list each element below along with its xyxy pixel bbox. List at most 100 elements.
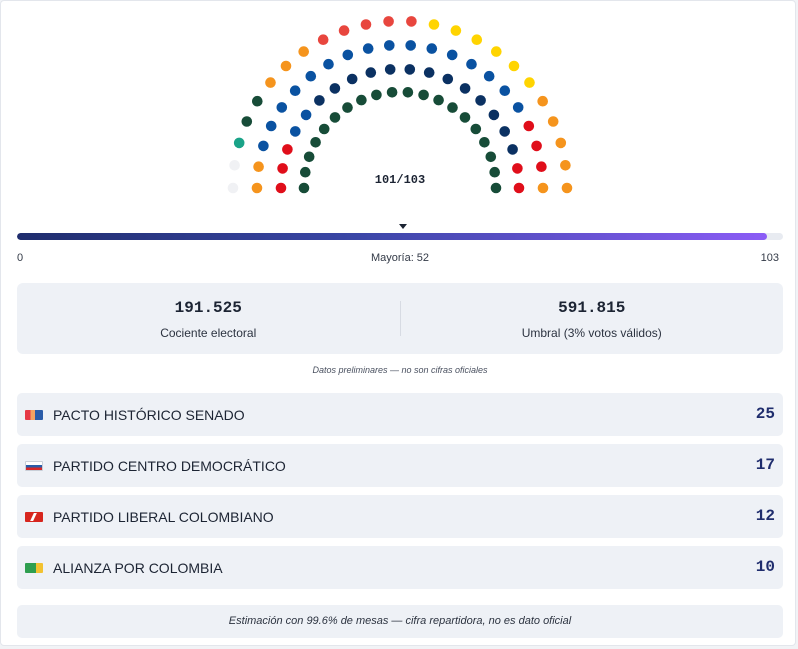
quotient-value: 191.525 xyxy=(174,299,242,317)
seat-dot xyxy=(537,95,548,107)
seat-dot xyxy=(446,49,458,61)
seat-dot xyxy=(489,166,501,178)
threshold-value: 591.815 xyxy=(558,299,626,317)
seat-dot xyxy=(536,161,547,172)
estimation-footer-note: Estimación con 99.6% de mesas — cifra re… xyxy=(17,605,783,638)
seat-dot xyxy=(499,85,511,96)
seat-dot xyxy=(523,120,535,132)
seat-dot xyxy=(485,151,497,163)
majority-progress-fill xyxy=(17,233,767,240)
seat-dot xyxy=(265,120,277,132)
seat-dot xyxy=(471,34,483,45)
preliminary-disclaimer: Datos preliminares — no son cifras ofici… xyxy=(312,365,488,375)
seat-dot xyxy=(329,83,341,94)
seat-dot xyxy=(561,182,573,194)
threshold-label: Umbral (3% votos válidos) xyxy=(521,326,662,340)
party-row-alianza-colombia[interactable]: ALIANZA POR COLOMBIA 10 xyxy=(17,546,783,589)
party-name: PARTIDO LIBERAL COLOMBIANO xyxy=(53,508,274,525)
seat-dot xyxy=(447,102,458,113)
seat-dot xyxy=(531,140,542,152)
scale-max-label: 103 xyxy=(760,252,779,264)
centro-democratico-logo-icon xyxy=(25,460,43,471)
party-seats: 17 xyxy=(755,456,775,474)
seat-dot xyxy=(423,67,435,78)
seat-dot xyxy=(459,83,471,94)
seat-dot xyxy=(282,144,293,155)
seat-dot xyxy=(314,95,325,106)
seat-dot xyxy=(405,40,417,51)
seat-dot xyxy=(402,87,414,98)
alianza-colombia-logo-icon xyxy=(25,562,43,573)
stats-divider xyxy=(399,301,401,336)
seat-dot xyxy=(384,64,396,75)
seat-dot xyxy=(371,89,382,101)
seat-dot xyxy=(450,25,462,36)
seat-dot xyxy=(433,94,444,106)
seat-dot xyxy=(508,60,520,72)
seat-dot xyxy=(404,64,416,75)
seat-dot xyxy=(428,19,440,30)
seat-dot xyxy=(275,182,287,194)
party-row-centro-democratico[interactable]: PARTIDO CENTRO DEMOCRÁTICO 17 xyxy=(17,444,783,487)
seat-dot xyxy=(479,137,490,148)
seat-dot xyxy=(233,137,245,149)
pacto-historico-logo-icon xyxy=(25,409,43,420)
seat-dot xyxy=(300,109,312,121)
party-seats: 12 xyxy=(755,507,775,525)
party-name: PARTIDO CENTRO DEMOCRÁTICO xyxy=(53,457,286,474)
seat-dot xyxy=(317,34,329,45)
seat-dot xyxy=(360,19,372,30)
seat-dot xyxy=(362,43,374,54)
seat-dot xyxy=(384,40,395,51)
scale-min-label: 0 xyxy=(17,252,24,264)
seat-dot xyxy=(386,87,398,98)
seat-dot xyxy=(338,25,350,36)
majority-progress-bar xyxy=(17,233,783,240)
seat-dot xyxy=(365,67,377,78)
quotient-stat: 191.525 Cociente electoral xyxy=(17,283,400,354)
seat-dot xyxy=(258,140,269,152)
seat-dot xyxy=(346,73,358,85)
seat-dot xyxy=(251,182,263,194)
seat-dot xyxy=(342,102,353,113)
seat-dot xyxy=(512,163,523,174)
seat-dot xyxy=(459,112,471,123)
seat-dot xyxy=(383,16,394,27)
seat-dot xyxy=(513,182,525,194)
seat-dot xyxy=(300,166,311,178)
seat-dot xyxy=(227,182,239,194)
party-row-pacto-historico[interactable]: PACTO HISTÓRICO SENADO 25 xyxy=(17,393,783,436)
seat-dot xyxy=(475,95,486,106)
seat-dot xyxy=(229,160,240,171)
seat-dot xyxy=(342,49,354,61)
seat-dot xyxy=(483,70,495,82)
seat-count: 101/103 xyxy=(374,173,426,187)
seat-dot xyxy=(329,112,341,123)
seat-dot xyxy=(470,123,482,135)
threshold-stat: 591.815 Umbral (3% votos válidos) xyxy=(401,283,784,354)
seat-dot xyxy=(305,70,317,82)
seat-dot xyxy=(303,151,315,163)
seat-dot xyxy=(277,163,288,174)
party-list: PACTO HISTÓRICO SENADO 25 PARTIDO CENTRO… xyxy=(17,393,783,597)
majority-label: Mayoría: 52 xyxy=(370,252,430,264)
seat-dot xyxy=(426,43,438,54)
seat-dot xyxy=(289,85,301,96)
seat-dot xyxy=(560,160,571,171)
seat-dot xyxy=(310,137,321,148)
hemicycle-chart xyxy=(227,16,573,194)
partido-liberal-logo-icon xyxy=(25,511,43,522)
seat-dot xyxy=(318,123,330,135)
seat-dot xyxy=(298,182,310,194)
party-row-partido-liberal[interactable]: PARTIDO LIBERAL COLOMBIANO 12 xyxy=(17,495,783,538)
seat-dot xyxy=(512,102,524,113)
majority-marker-icon xyxy=(399,224,407,229)
seat-dot xyxy=(537,182,549,194)
seat-dot xyxy=(241,116,253,127)
seat-dot xyxy=(290,126,301,137)
seat-dot xyxy=(418,89,429,101)
seat-dot xyxy=(280,60,292,72)
seat-dot xyxy=(406,16,417,27)
seat-dot xyxy=(253,161,264,172)
